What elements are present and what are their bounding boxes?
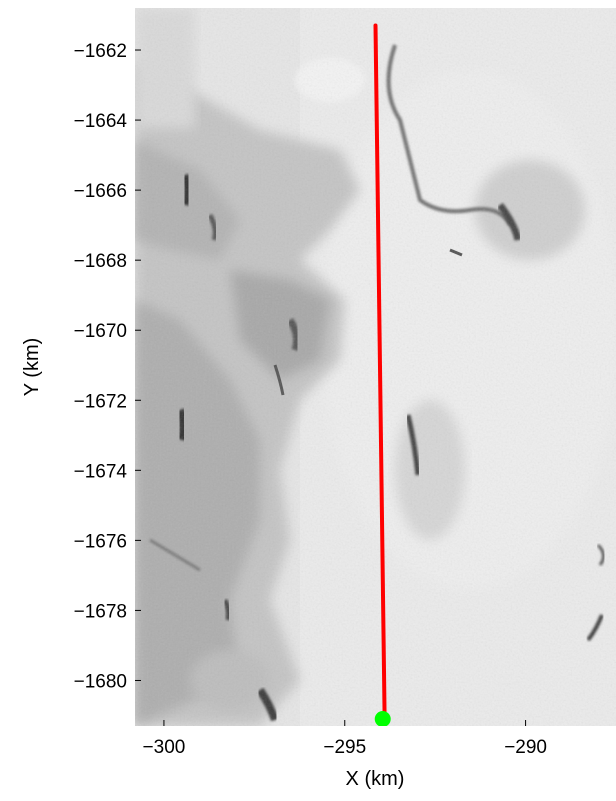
y-tick-label: −1662 <box>74 41 127 62</box>
x-tick-label: −300 <box>143 737 186 758</box>
y-tick-label: −1680 <box>74 671 127 692</box>
y-axis: −1662 −1664 −1666 −1668 −1670 −1672 −1674 −1676… <box>74 41 141 692</box>
y-axis-label: Y (km) <box>21 338 43 397</box>
x-axis-label: X (km) <box>346 768 405 790</box>
transect-line <box>373 23 387 714</box>
x-tick-label: −295 <box>323 737 366 758</box>
x-tick-label: −290 <box>504 737 547 758</box>
y-tick-label: −1672 <box>74 391 127 412</box>
y-tick-label: −1676 <box>74 531 127 552</box>
x-axis: −300 −295 −290 <box>143 720 547 758</box>
y-tick-label: −1666 <box>74 181 127 202</box>
start-point-marker <box>374 710 391 726</box>
y-tick-label: −1668 <box>74 251 127 272</box>
y-tick-label: −1674 <box>74 461 128 482</box>
y-tick-label: −1678 <box>74 601 127 622</box>
y-tick-label: −1664 <box>74 111 128 132</box>
terrain-image <box>135 8 616 726</box>
y-tick-label: −1670 <box>74 321 127 342</box>
data-overlay <box>373 23 391 726</box>
